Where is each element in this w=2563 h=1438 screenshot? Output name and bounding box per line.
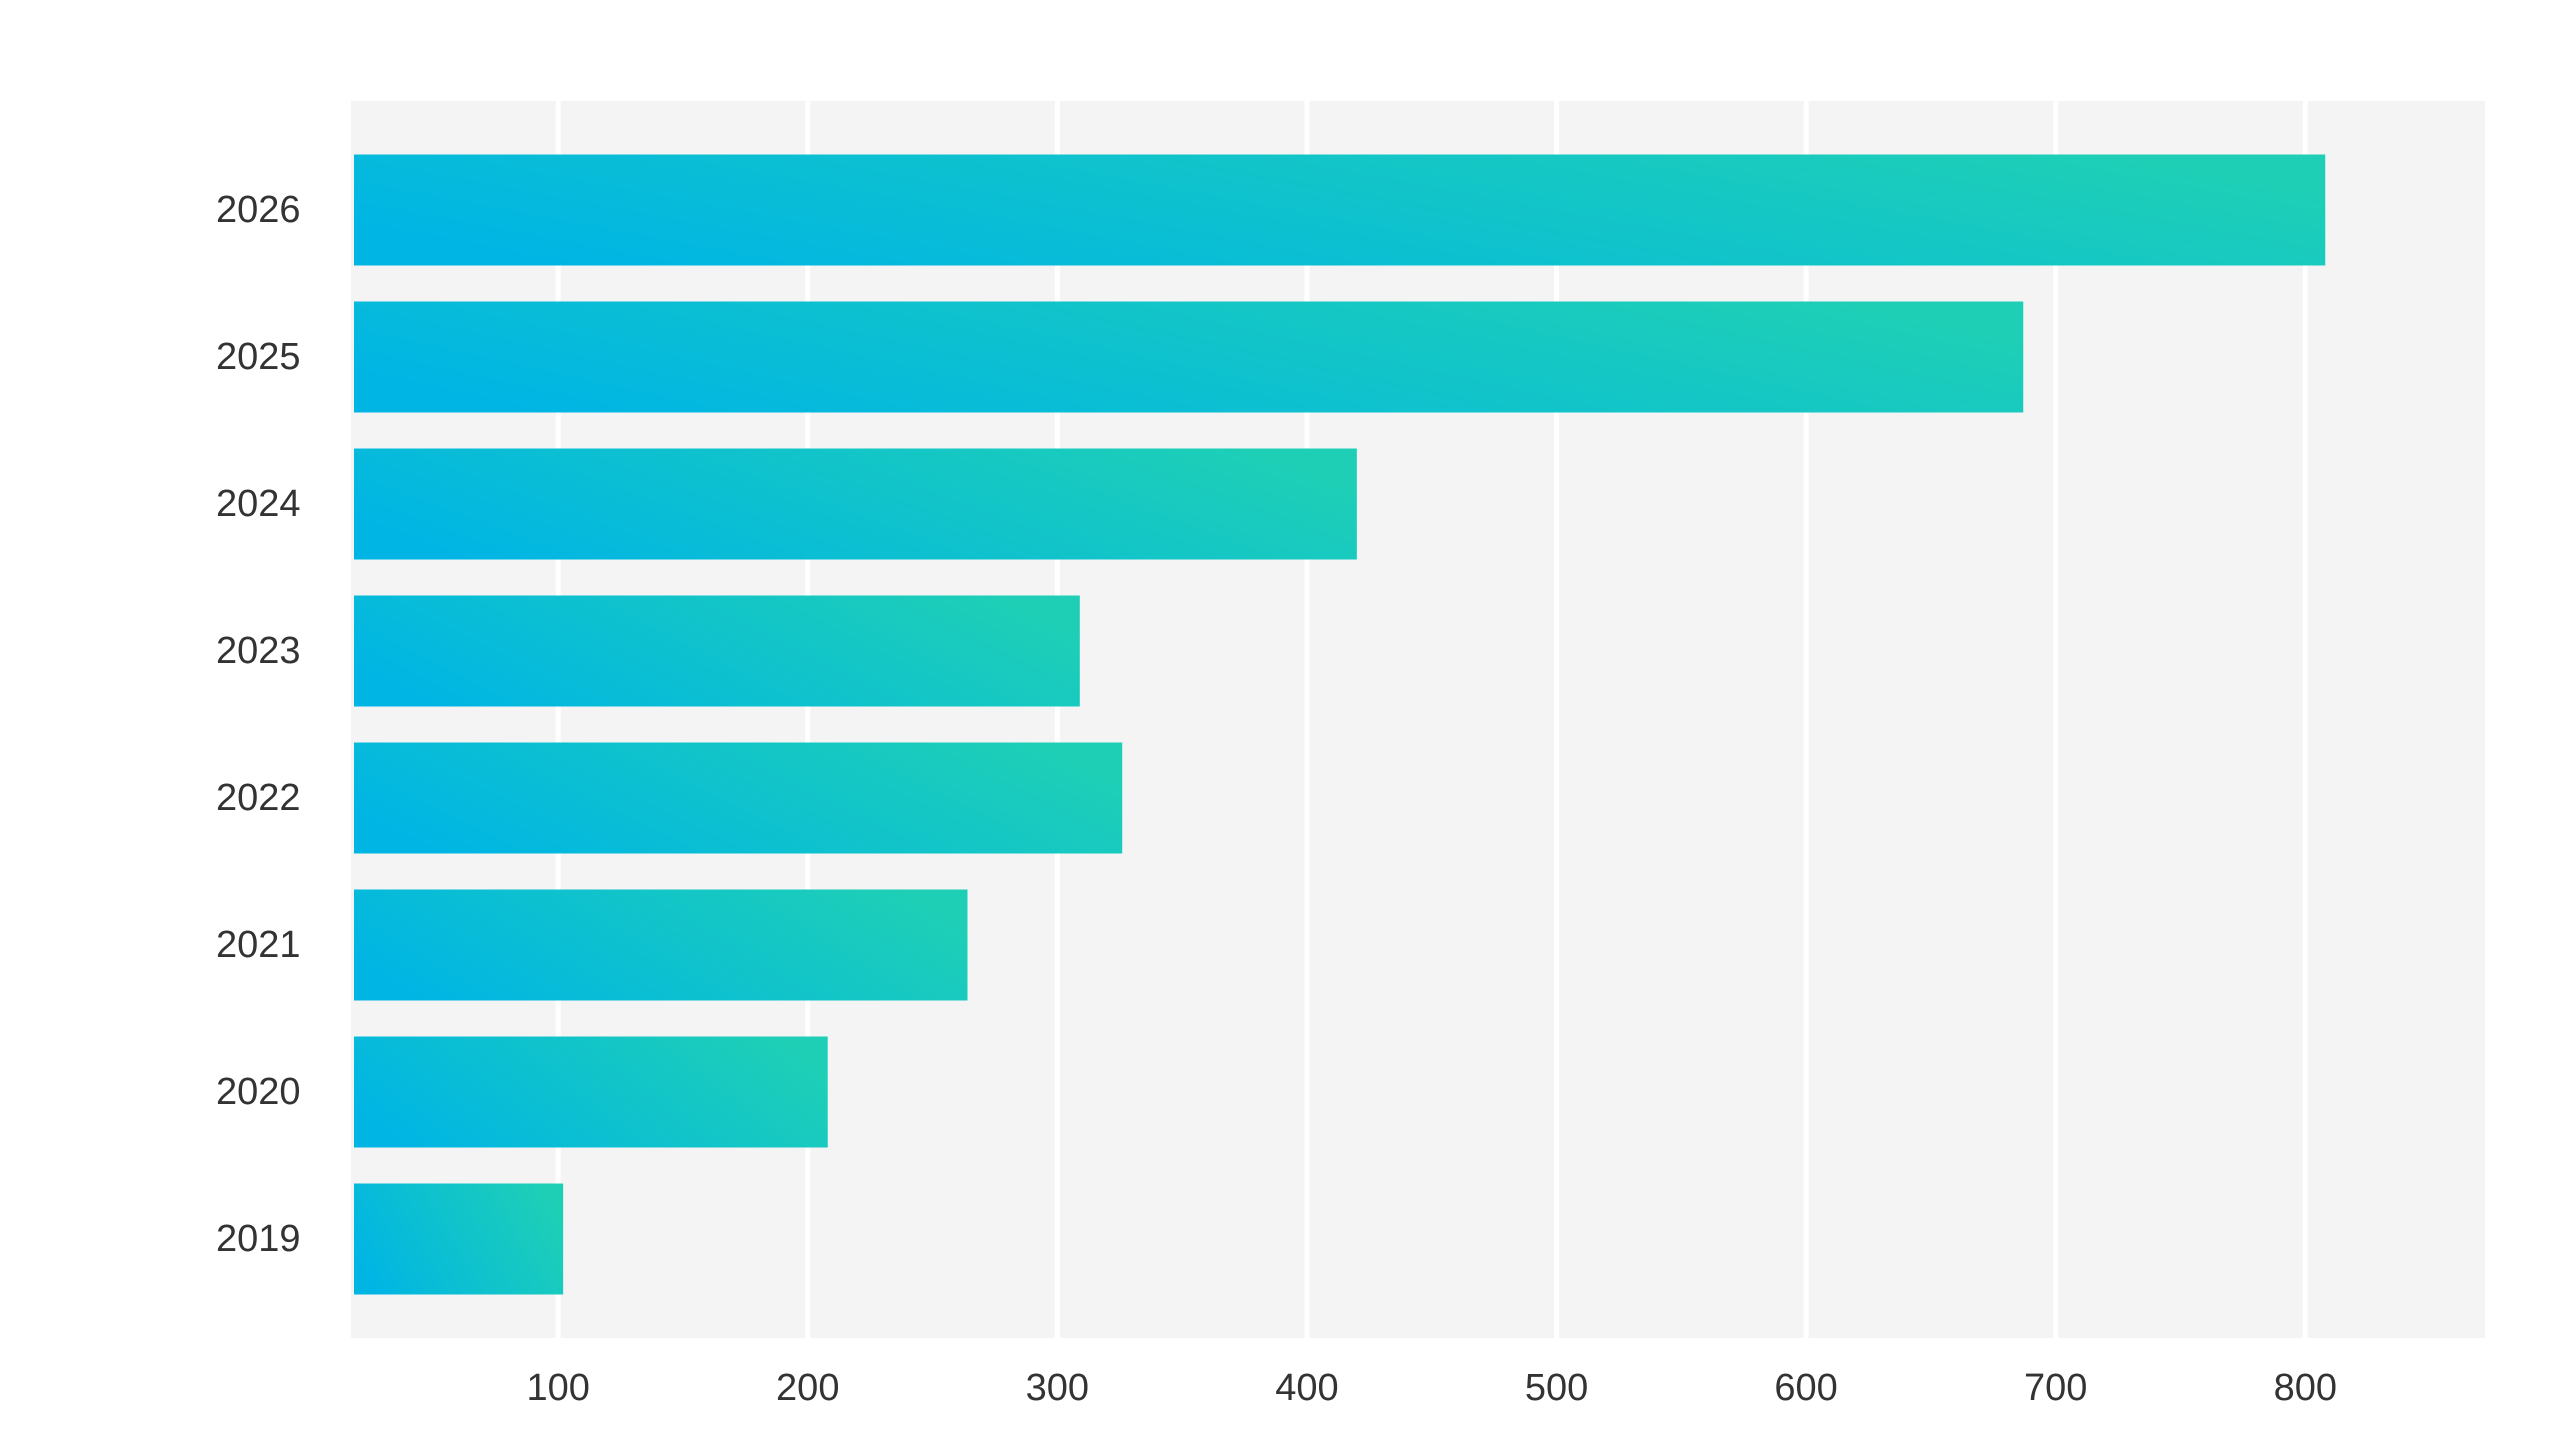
x-tick-label-700: 700 <box>2024 1367 2087 1409</box>
bar-2025 <box>354 301 2024 413</box>
x-tick-label-400: 400 <box>1275 1367 1338 1409</box>
bar-2019 <box>354 1183 564 1295</box>
x-tick-label-600: 600 <box>1774 1367 1837 1409</box>
x-tick-label-100: 100 <box>526 1367 589 1409</box>
category-labels: 2026 2025 2024 2023 2022 2021 2020 2019 <box>216 189 301 1260</box>
bar-2026 <box>354 154 2326 266</box>
category-label-2022: 2022 <box>216 777 301 819</box>
plot-area-background <box>351 101 2485 1338</box>
category-label-2024: 2024 <box>216 483 301 525</box>
bar-2022 <box>354 742 1123 854</box>
x-tick-label-200: 200 <box>776 1367 839 1409</box>
x-tick-label-300: 300 <box>1026 1367 1089 1409</box>
category-label-2019: 2019 <box>216 1218 301 1260</box>
category-label-2026: 2026 <box>216 189 301 231</box>
category-label-2020: 2020 <box>216 1071 301 1113</box>
bar-2023 <box>354 595 1080 707</box>
category-label-2023: 2023 <box>216 630 301 672</box>
bar-2020 <box>354 1036 828 1148</box>
x-tick-label-500: 500 <box>1525 1367 1588 1409</box>
x-tick-label-800: 800 <box>2274 1367 2337 1409</box>
bar-2021 <box>354 889 968 1001</box>
bars <box>354 154 2326 1295</box>
x-axis-tick-labels: 100 200 300 400 500 600 700 800 <box>526 1367 2337 1409</box>
bar-2024 <box>354 448 1357 560</box>
category-label-2025: 2025 <box>216 336 301 378</box>
category-label-2021: 2021 <box>216 924 301 966</box>
